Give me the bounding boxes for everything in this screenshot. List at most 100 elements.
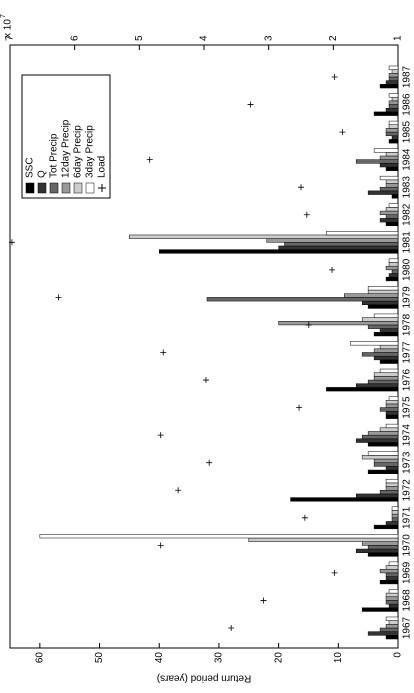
bar <box>385 131 399 137</box>
bar <box>373 372 399 377</box>
bar <box>379 210 399 215</box>
bar <box>379 359 399 364</box>
bar <box>385 107 399 113</box>
y2-tick-label: 7 <box>5 35 16 41</box>
y2-tick-label: 5 <box>134 35 145 41</box>
bar <box>385 572 399 577</box>
y2-tick-label: 3 <box>263 35 274 41</box>
bar <box>388 139 399 144</box>
bar <box>379 163 399 168</box>
bar <box>388 104 399 109</box>
load-marker <box>247 101 254 108</box>
y-tick-label: 0 <box>393 652 404 658</box>
bar <box>278 245 399 250</box>
bar <box>367 469 399 474</box>
bar <box>284 242 399 247</box>
bar <box>367 431 399 436</box>
bar <box>158 249 399 254</box>
bar <box>379 627 399 632</box>
bar <box>385 486 399 491</box>
bar <box>373 332 399 337</box>
bar <box>391 135 399 140</box>
y-tick-label: 20 <box>273 652 284 664</box>
bar <box>367 552 399 557</box>
bar <box>385 80 399 85</box>
bar <box>379 218 399 223</box>
load-marker <box>206 459 213 466</box>
bar <box>391 69 399 74</box>
bar <box>361 317 399 322</box>
bar <box>385 600 399 605</box>
bar <box>367 545 399 550</box>
legend-label: 3day Precip <box>85 125 96 178</box>
bar <box>385 128 399 133</box>
bar <box>391 96 399 102</box>
x-tick-label: 1983 <box>402 176 413 199</box>
load-marker <box>55 294 62 301</box>
x-tick-label: 1987 <box>402 65 413 88</box>
load-marker <box>329 266 336 273</box>
bar <box>388 589 399 594</box>
bar <box>388 603 399 609</box>
load-marker <box>157 542 164 549</box>
bar <box>367 286 399 291</box>
bar <box>379 490 399 495</box>
bar <box>355 383 399 388</box>
load-marker <box>8 239 15 246</box>
bar <box>361 607 399 612</box>
bar <box>385 221 399 227</box>
bar <box>379 155 399 160</box>
bar <box>388 124 399 129</box>
bar <box>388 262 399 267</box>
bar <box>385 616 399 621</box>
y2-exponent: 7 <box>0 14 7 18</box>
bar <box>206 297 399 302</box>
load-marker <box>146 156 153 163</box>
bar <box>388 273 399 278</box>
bar <box>373 111 399 116</box>
x-tick-label: 1975 <box>402 396 413 419</box>
load-marker <box>260 597 267 604</box>
bar <box>367 324 399 329</box>
x-tick-label: 1970 <box>402 534 413 557</box>
bar <box>367 289 399 294</box>
bar <box>367 379 399 384</box>
y2-multiplier: x 10 <box>3 19 14 38</box>
bar <box>379 328 399 333</box>
x-tick-label: 1978 <box>402 313 413 336</box>
x-tick-label: 1980 <box>402 258 413 281</box>
bar <box>391 506 399 511</box>
load-marker <box>331 74 338 80</box>
bar <box>388 120 399 126</box>
x-tick-label: 1976 <box>402 368 413 391</box>
bar <box>385 276 399 282</box>
bar <box>248 537 399 542</box>
bar <box>361 300 399 305</box>
load-marker <box>175 487 182 494</box>
bar <box>391 269 399 274</box>
y2-tick-label: 2 <box>328 35 339 41</box>
bar <box>385 635 399 640</box>
bar <box>367 190 399 195</box>
y-tick-label: 30 <box>214 652 225 664</box>
bar <box>379 568 399 574</box>
bar <box>361 434 399 440</box>
legend-swatch <box>85 182 95 194</box>
bar <box>355 438 399 443</box>
bar <box>373 148 399 153</box>
x-tick-label: 1972 <box>402 479 413 502</box>
bar <box>266 238 399 243</box>
bar <box>391 513 399 519</box>
bar <box>373 524 399 530</box>
bar <box>361 352 399 357</box>
legend-marker <box>98 184 106 192</box>
bar <box>373 313 399 318</box>
bar <box>379 84 399 89</box>
legend-label: Tot Precip <box>49 133 60 178</box>
bar <box>388 258 399 263</box>
bar <box>361 541 399 546</box>
bar <box>385 400 399 405</box>
bar <box>379 407 399 412</box>
bar <box>385 403 399 408</box>
legend-swatch <box>25 182 35 194</box>
